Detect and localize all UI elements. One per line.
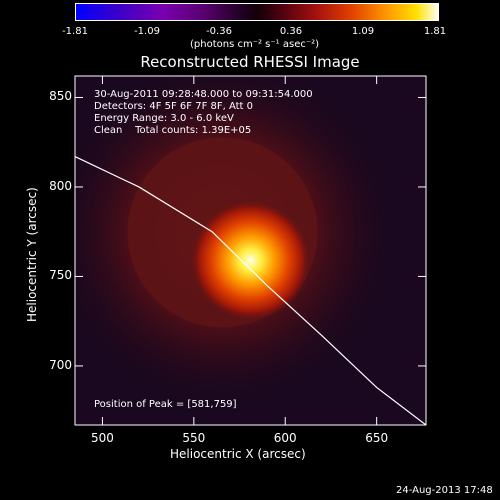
- y-tick-label: 700: [49, 357, 72, 372]
- plot-frame: [74, 75, 427, 426]
- colorbar-tick: -0.36: [206, 26, 232, 37]
- colorbar-tick: -1.81: [62, 26, 88, 37]
- source-core: [190, 200, 311, 321]
- x-axis-label: Heliocentric X (arcsec): [170, 447, 306, 461]
- x-axis-ticks: [101, 76, 378, 425]
- x-tick-label: 500: [90, 431, 114, 445]
- y-axis-ticks: [75, 96, 426, 367]
- y-tick-label: 850: [49, 89, 72, 104]
- chart-title: Reconstructed RHESSI Image: [140, 53, 360, 71]
- peak-position-label: Position of Peak = [581,759]: [94, 399, 237, 410]
- annotation-detectors: Detectors: 4F 5F 6F 7F 8F, Att 0: [94, 101, 254, 112]
- x-tick-label: 550: [182, 431, 206, 445]
- colorbar-tick: 0.36: [279, 26, 303, 37]
- colorbar-unit-label: (photons cm⁻² s⁻¹ asec⁻²): [190, 39, 320, 50]
- annotation-energy-range: Energy Range: 3.0 - 6.0 keV: [94, 113, 234, 124]
- annotation-time-range: 30-Aug-2011 09:28:48.000 to 09:31:54.000: [94, 89, 313, 100]
- solar-limb-line: [75, 155, 426, 425]
- y-axis-label: Heliocentric Y (arcsec): [25, 187, 39, 322]
- annotation-counts: Clean Total counts: 1.39E+05: [94, 125, 252, 136]
- colorbar-tick: 1.09: [351, 26, 375, 37]
- x-tick-label: 650: [365, 431, 389, 445]
- colorbar-tick: 1.81: [423, 26, 447, 37]
- render-timestamp: 24-Aug-2013 17:48: [396, 485, 493, 496]
- y-tick-label: 800: [49, 178, 72, 193]
- y-tick-label: 750: [49, 268, 72, 283]
- x-tick-label: 600: [273, 431, 297, 445]
- colorbar: [75, 3, 439, 21]
- colorbar-tick: -1.09: [134, 26, 160, 37]
